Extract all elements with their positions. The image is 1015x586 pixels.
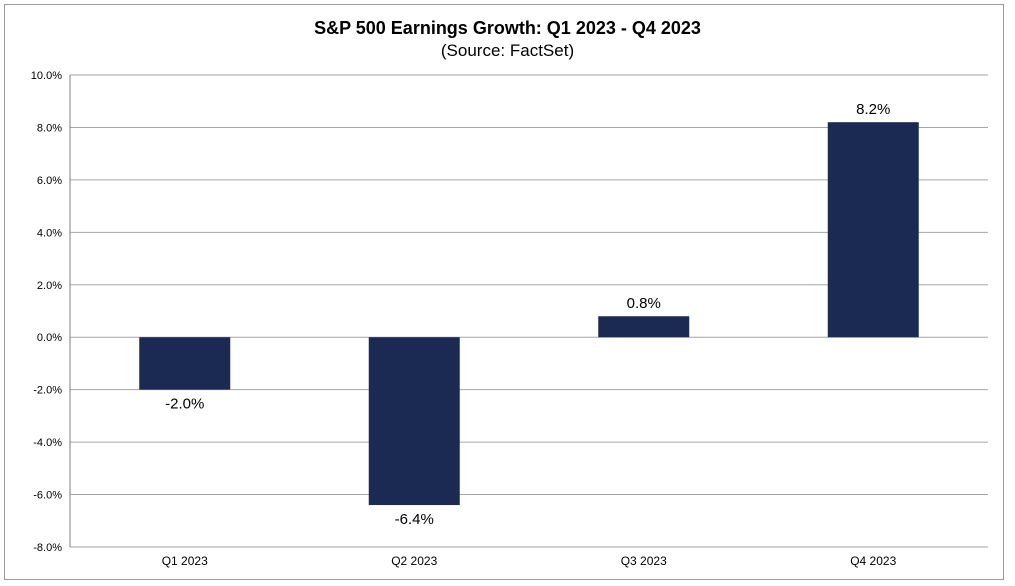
x-category-label: Q4 2023: [850, 554, 896, 568]
data-label: 0.8%: [627, 295, 661, 312]
data-label: -6.4%: [395, 511, 434, 528]
y-tick-label: -4.0%: [33, 437, 62, 449]
bar: [368, 337, 460, 506]
y-tick-label: -6.0%: [33, 490, 62, 502]
bar: [139, 337, 231, 390]
data-label: 8.2%: [856, 101, 890, 118]
y-tick-label: 0.0%: [37, 332, 62, 344]
x-category-label: Q3 2023: [621, 554, 667, 568]
chart-subtitle: (Source: FactSet): [440, 41, 575, 60]
x-category-label: Q1 2023: [162, 554, 208, 568]
bars: [139, 122, 919, 506]
y-tick-label: 8.0%: [37, 122, 62, 134]
data-labels: -2.0% -6.4% 0.8% 8.2%: [165, 101, 890, 528]
y-tick-label: 10.0%: [31, 70, 62, 82]
data-label: -2.0%: [165, 396, 204, 413]
y-tick-label: 4.0%: [37, 227, 62, 239]
x-category-label: Q2 2023: [391, 554, 437, 568]
y-tick-label: -2.0%: [33, 385, 62, 397]
bar: [598, 316, 690, 338]
chart-title: S&P 500 Earnings Growth: Q1 2023 - Q4 20…: [314, 18, 701, 38]
y-tick-label: -8.0%: [33, 542, 62, 554]
bar: [827, 122, 919, 338]
x-axis-categories: Q1 2023 Q2 2023 Q3 2023 Q4 2023: [162, 554, 897, 568]
y-tick-label: 6.0%: [37, 175, 62, 187]
y-tick-label: 2.0%: [37, 280, 62, 292]
y-axis-ticks: 10.0% 8.0% 6.0% 4.0% 2.0% 0.0% -2.0% -4.0% -6.0%…: [31, 70, 62, 554]
